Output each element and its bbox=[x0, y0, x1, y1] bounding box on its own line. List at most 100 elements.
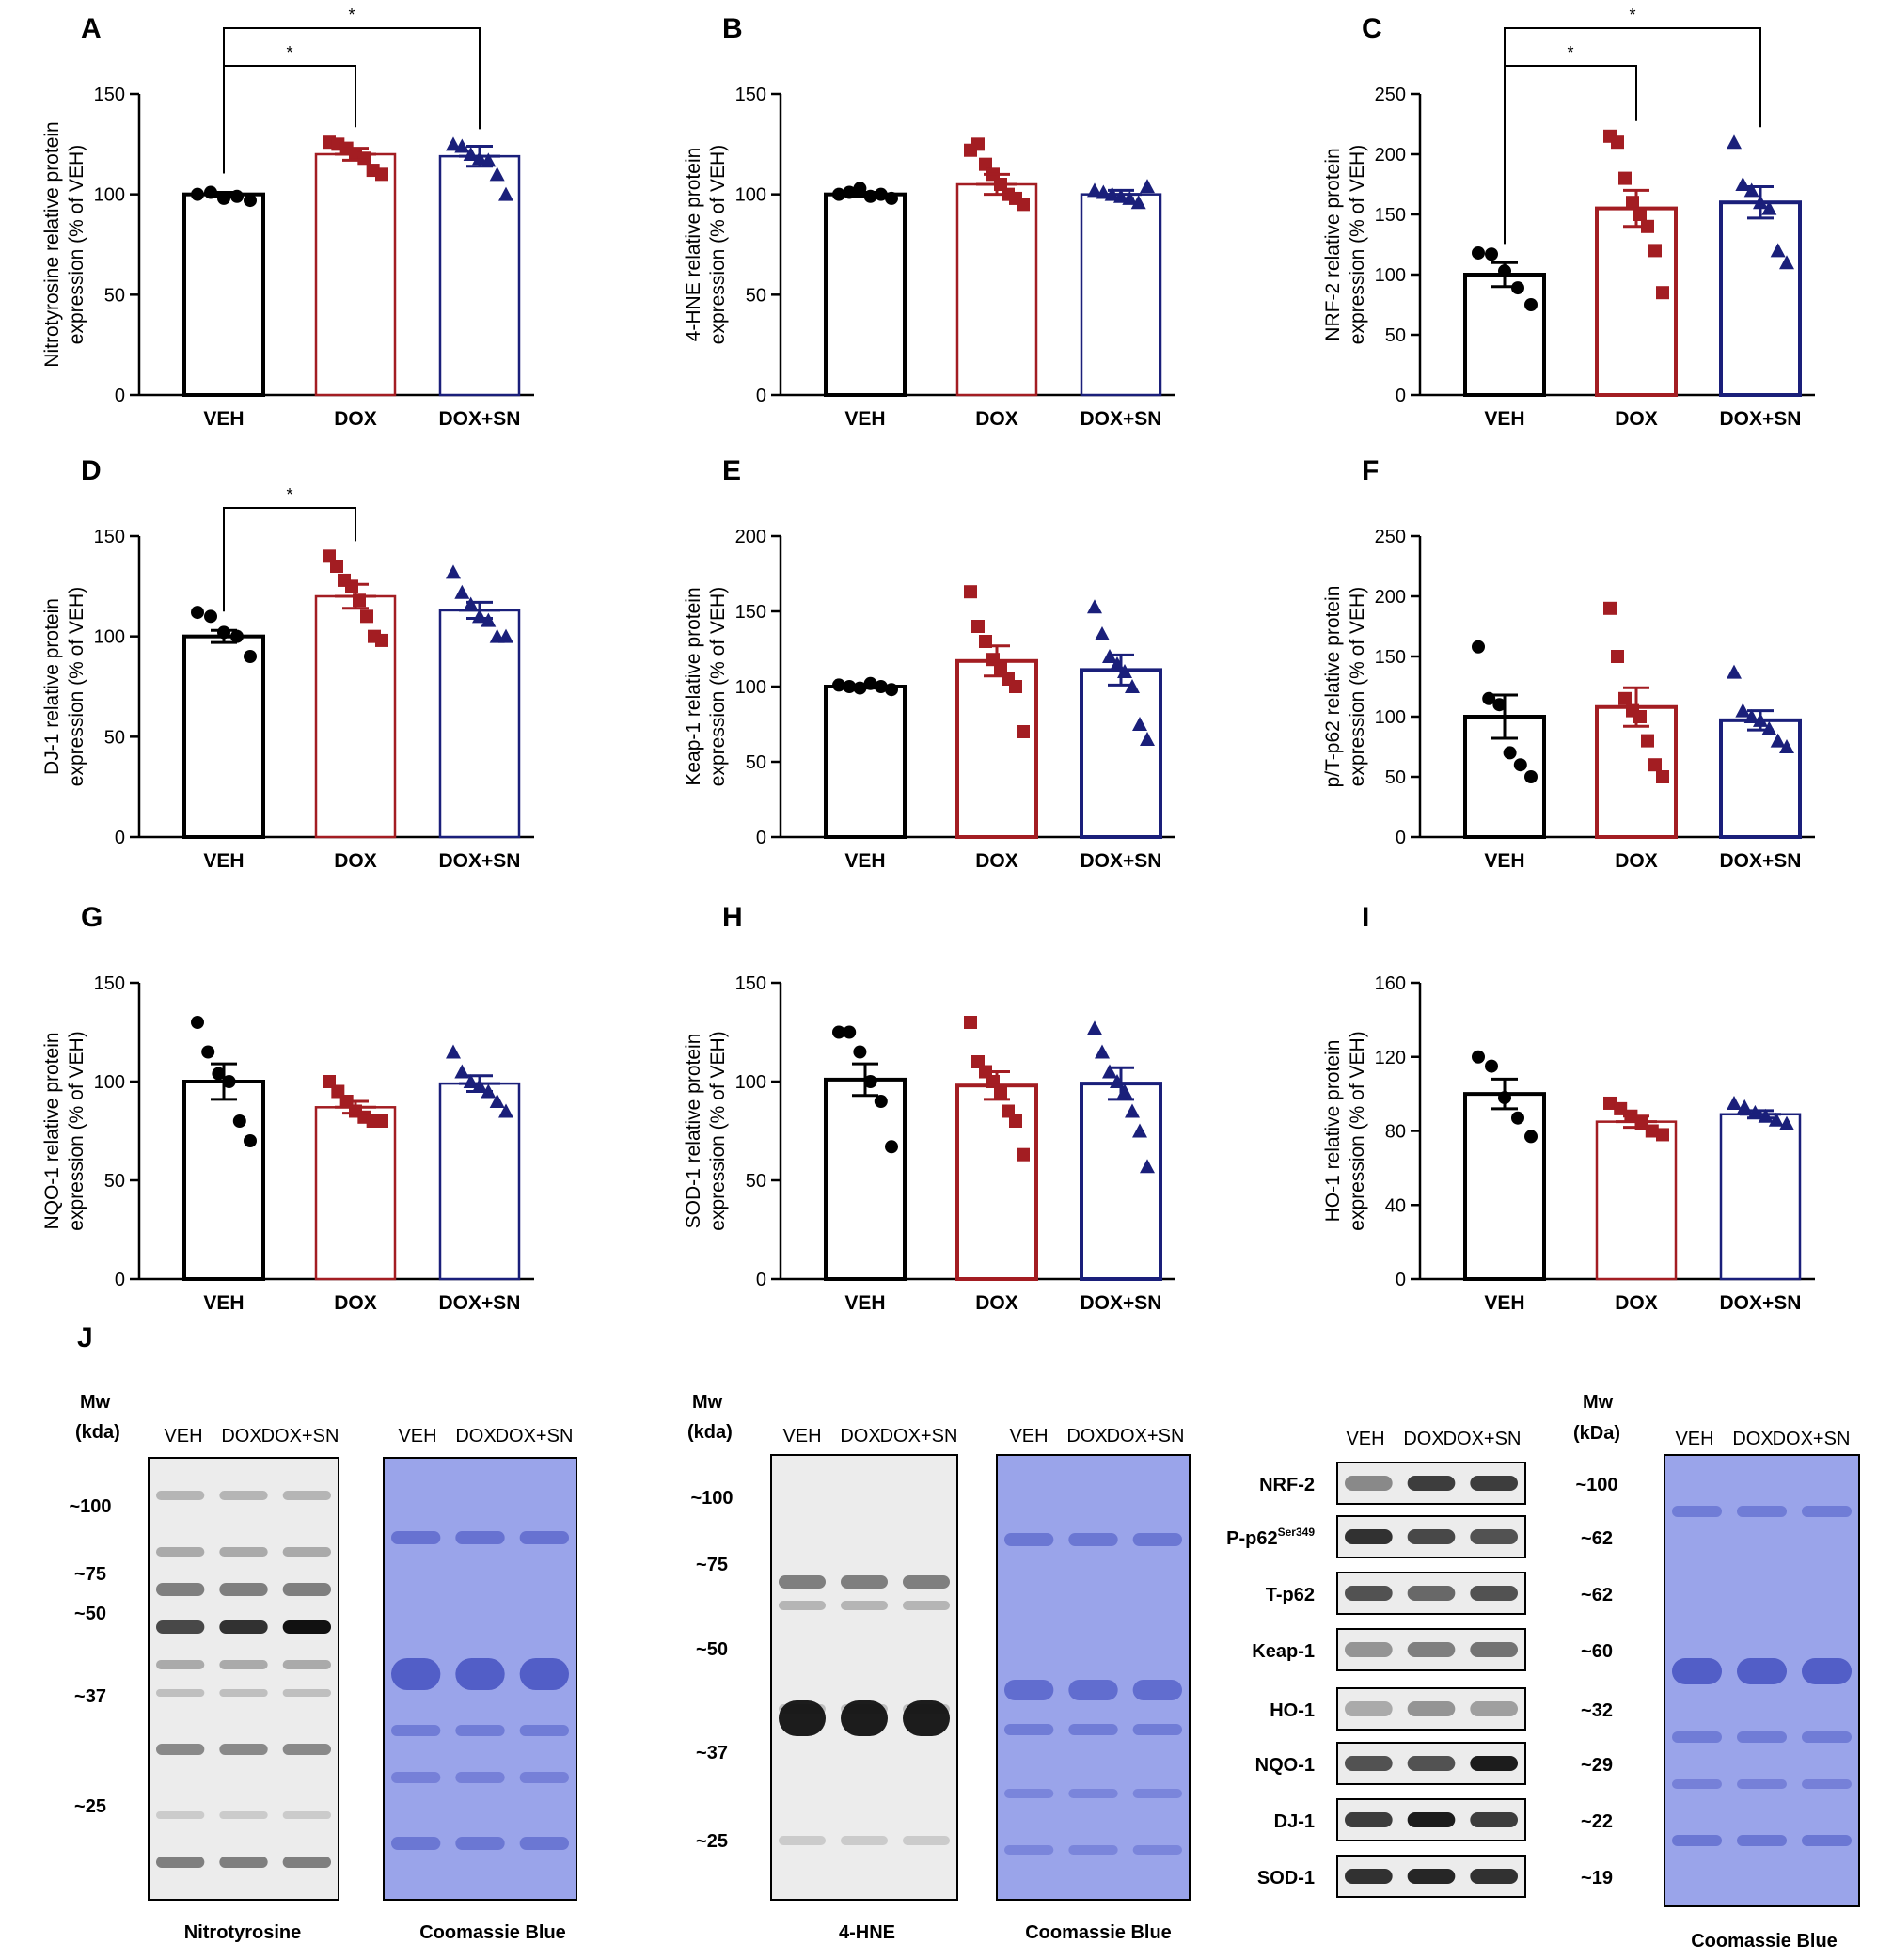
y-axis-label-line: NQO-1 relative protein bbox=[41, 1032, 63, 1229]
band bbox=[519, 1531, 569, 1544]
band bbox=[1470, 1642, 1518, 1657]
x-tick-label: DOX bbox=[975, 850, 1018, 872]
data-point bbox=[1513, 758, 1527, 772]
y-axis-label-line: expression (% of VEH) bbox=[66, 587, 87, 786]
y-tick-label: 0 bbox=[756, 1270, 766, 1290]
protein-strip bbox=[1336, 1687, 1526, 1731]
data-point bbox=[1618, 171, 1632, 185]
data-point bbox=[832, 187, 845, 201]
mw-marker: ~37 bbox=[74, 1686, 106, 1707]
bar-dox-sn bbox=[438, 609, 521, 839]
blot-caption: Coomassie Blue bbox=[419, 1922, 566, 1943]
coomassie-gel-2 bbox=[996, 1454, 1191, 1901]
y-axis-label-line: Nitrotyrosine relative protein bbox=[41, 121, 63, 367]
bar-dox bbox=[314, 1106, 397, 1281]
data-point bbox=[885, 191, 898, 205]
chart-panel-a: A 0 50 100 150 Nitrotyrosine relative protein… bbox=[41, 6, 534, 430]
band bbox=[1802, 1835, 1852, 1846]
band bbox=[156, 1811, 205, 1819]
data-point bbox=[1618, 691, 1632, 705]
band bbox=[903, 1700, 950, 1736]
y-tick-label: 0 bbox=[1396, 1270, 1406, 1290]
panel-label: G bbox=[81, 902, 103, 933]
y-axis-label-line: p/T-p62 relative protein bbox=[1322, 586, 1344, 788]
gel-frame bbox=[770, 1454, 958, 1901]
x-tick-label: DOX bbox=[1615, 408, 1658, 430]
blot-caption: Nitrotyrosine bbox=[184, 1922, 301, 1943]
mw-header-unit: (kda) bbox=[75, 1422, 120, 1443]
data-point bbox=[1524, 1130, 1538, 1144]
data-point bbox=[1125, 1103, 1140, 1118]
data-point bbox=[454, 584, 470, 599]
chart-panel-b: B 0 50 100 150 4-HNE relative protein expressi… bbox=[683, 13, 1175, 430]
mw-marker: ~62 bbox=[1581, 1585, 1613, 1605]
data-point bbox=[201, 1045, 215, 1059]
band bbox=[1004, 1845, 1054, 1855]
gel-frame bbox=[1336, 1687, 1526, 1731]
data-point bbox=[191, 606, 204, 620]
y-tick-label: 100 bbox=[94, 185, 125, 206]
panel-label: B bbox=[722, 13, 743, 44]
bar-dox bbox=[1595, 1120, 1678, 1281]
chart-panel-f: F 0 50 100 150 200 250 p/T-p62 relative protein… bbox=[1322, 455, 1815, 872]
band bbox=[519, 1772, 569, 1783]
y-axis-label-line: Keap-1 relative protein bbox=[683, 587, 704, 785]
y-tick-label: 0 bbox=[756, 386, 766, 406]
chart-panel-h: H 0 50 100 150 SOD-1 relative protein expressi… bbox=[683, 902, 1175, 1314]
y-tick-label: 100 bbox=[1375, 265, 1406, 286]
data-point bbox=[212, 1067, 226, 1081]
data-point bbox=[1656, 770, 1669, 783]
band bbox=[1470, 1701, 1518, 1716]
data-point bbox=[232, 1114, 246, 1128]
y-tick-label: 150 bbox=[1375, 205, 1406, 226]
mw-header-unit: (kda) bbox=[687, 1422, 733, 1443]
data-point bbox=[446, 1044, 461, 1059]
lane-label: DOX bbox=[840, 1426, 880, 1446]
data-point bbox=[1017, 198, 1030, 212]
data-point bbox=[885, 1140, 898, 1154]
data-point bbox=[1727, 134, 1742, 150]
bar-dox bbox=[955, 1083, 1038, 1281]
protein-label: T-p62 bbox=[1266, 1585, 1315, 1605]
y-axis-label: SOD-1 relative protein expression (% of V… bbox=[683, 1031, 729, 1230]
x-tick-label: VEH bbox=[844, 850, 885, 872]
band bbox=[156, 1547, 205, 1557]
data-point bbox=[1503, 746, 1517, 760]
coomassie-gel-3 bbox=[1664, 1454, 1860, 1907]
mw-header: Mw bbox=[692, 1392, 723, 1413]
band bbox=[219, 1857, 268, 1868]
band bbox=[282, 1547, 331, 1557]
y-tick-label: 250 bbox=[1375, 85, 1406, 105]
bar-dox-sn bbox=[1719, 718, 1802, 840]
data-point bbox=[1735, 703, 1751, 718]
lane-label: VEH bbox=[398, 1426, 436, 1446]
significance-label: * bbox=[286, 485, 292, 504]
x-tick-label: VEH bbox=[1484, 850, 1524, 872]
band bbox=[391, 1725, 441, 1736]
band bbox=[282, 1583, 331, 1596]
band bbox=[1470, 1586, 1518, 1601]
western-blots: JMw(kda) VEH DOXDOX+SN~100~75~50~37~25Nitr… bbox=[69, 1322, 1860, 1952]
band bbox=[1407, 1642, 1456, 1657]
panel-label: A bbox=[81, 13, 102, 44]
band bbox=[1802, 1731, 1852, 1743]
protein-strip bbox=[1336, 1515, 1526, 1558]
band bbox=[156, 1660, 205, 1669]
protein-label: NQO-1 bbox=[1255, 1755, 1315, 1776]
data-point bbox=[832, 1025, 845, 1039]
data-point bbox=[1140, 732, 1155, 746]
band bbox=[391, 1658, 441, 1690]
data-point bbox=[1770, 243, 1786, 258]
panel-label: I bbox=[1362, 902, 1369, 933]
band bbox=[779, 1575, 826, 1589]
significance-label: * bbox=[1629, 6, 1635, 24]
data-point bbox=[1611, 650, 1624, 663]
bar-veh bbox=[824, 192, 907, 397]
band bbox=[1132, 1533, 1182, 1546]
gel-frame bbox=[996, 1454, 1191, 1901]
band bbox=[1345, 1701, 1393, 1716]
x-tick-label: DOX+SN bbox=[439, 1292, 521, 1314]
y-tick-label: 50 bbox=[104, 727, 125, 748]
